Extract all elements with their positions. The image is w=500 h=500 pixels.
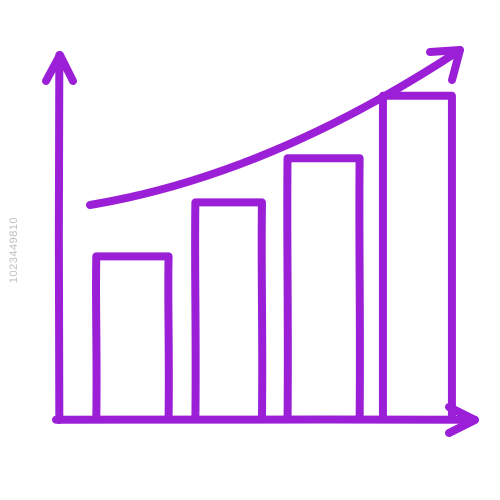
bar-2 — [195, 202, 262, 418]
trend-arrow — [90, 50, 460, 205]
bar-1 — [96, 256, 169, 418]
bar-4 — [383, 96, 453, 418]
growth-bar-chart — [0, 0, 500, 500]
chart-container: 1023449810 — [0, 0, 500, 500]
bar-3 — [287, 158, 360, 418]
watermark-text: 1023449810 — [8, 217, 20, 283]
